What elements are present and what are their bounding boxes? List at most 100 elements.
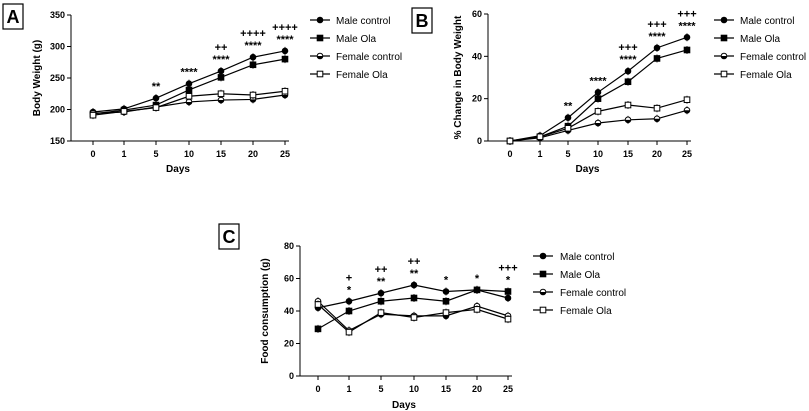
y-tick-label: 60 bbox=[472, 9, 482, 19]
data-point bbox=[624, 78, 632, 86]
data-point bbox=[653, 44, 661, 52]
y-tick-label: 60 bbox=[284, 274, 294, 284]
x-tick-label: 15 bbox=[441, 384, 451, 394]
y-tick-label: 200 bbox=[50, 105, 65, 115]
data-point bbox=[345, 307, 353, 315]
data-point-fill bbox=[186, 101, 192, 105]
x-tick-label: 10 bbox=[593, 149, 603, 159]
y-tick-label: 0 bbox=[477, 136, 482, 146]
x-tick-label: 10 bbox=[184, 149, 194, 159]
y-axis-title: % Change in Body Weight bbox=[453, 15, 464, 139]
legend-entry: Female Ola bbox=[533, 306, 612, 317]
data-point-fill bbox=[250, 99, 256, 103]
legend-marker bbox=[539, 252, 547, 260]
legend-entry: Male control bbox=[310, 16, 390, 27]
data-point bbox=[345, 328, 353, 336]
data-point bbox=[410, 281, 418, 289]
x-tick-label: 0 bbox=[507, 149, 512, 159]
legend-marker bbox=[316, 52, 324, 60]
y-axis-title: Food consumption (g) bbox=[260, 258, 271, 364]
data-point bbox=[594, 119, 602, 127]
data-point bbox=[594, 89, 602, 96]
x-tick-label: 20 bbox=[248, 149, 258, 159]
significance-annotation: ** bbox=[410, 268, 419, 280]
x-tick-label: 1 bbox=[121, 149, 126, 159]
legend-entry: Female control bbox=[533, 288, 626, 299]
panel-label-box: B bbox=[411, 7, 433, 34]
legend-entry: Female control bbox=[714, 52, 806, 63]
legend-marker bbox=[316, 70, 324, 78]
significance-annotation: ** bbox=[564, 101, 573, 113]
data-point bbox=[442, 297, 450, 305]
legend-entry: Female Ola bbox=[310, 70, 388, 81]
significance-annotation: **** bbox=[619, 54, 637, 66]
x-tick-label: 15 bbox=[623, 149, 633, 159]
data-point-fill bbox=[282, 95, 288, 98]
significance-annotation: **** bbox=[678, 20, 696, 32]
legend-marker bbox=[720, 52, 728, 60]
significance-annotation: ++++ bbox=[240, 28, 266, 40]
x-tick-label: 20 bbox=[472, 384, 482, 394]
legend-label: Female Ola bbox=[740, 70, 792, 81]
significance-annotation: ++ bbox=[375, 264, 388, 276]
y-tick-label: 0 bbox=[289, 371, 294, 381]
x-tick-label: 0 bbox=[90, 149, 95, 159]
data-point bbox=[504, 315, 512, 323]
data-point bbox=[217, 90, 225, 98]
data-point bbox=[683, 33, 691, 41]
data-point bbox=[314, 325, 322, 333]
data-point bbox=[504, 294, 512, 302]
significance-annotation: **** bbox=[589, 75, 607, 87]
legend-marker bbox=[316, 34, 324, 42]
data-point-fill bbox=[684, 110, 690, 114]
legend-label: Male Ola bbox=[740, 34, 780, 45]
significance-annotation: **** bbox=[276, 34, 294, 46]
x-tick-label: 25 bbox=[280, 149, 290, 159]
legend-label: Male Ola bbox=[560, 270, 600, 281]
significance-annotation: **** bbox=[244, 40, 262, 52]
data-point bbox=[152, 94, 160, 102]
legend-entry: Male Ola bbox=[714, 34, 780, 45]
significance-annotation: **** bbox=[648, 31, 666, 43]
x-tick-label: 20 bbox=[652, 149, 662, 159]
data-point-fill bbox=[443, 315, 449, 319]
data-point bbox=[314, 301, 322, 308]
data-point bbox=[185, 92, 193, 100]
significance-annotation: ++ bbox=[408, 256, 421, 268]
data-point bbox=[442, 309, 450, 316]
y-tick-label: 350 bbox=[50, 10, 65, 20]
x-tick-label: 15 bbox=[216, 149, 226, 159]
x-tick-label: 1 bbox=[346, 384, 351, 394]
significance-annotation: ** bbox=[377, 276, 386, 288]
x-axis-title: Days bbox=[166, 164, 190, 175]
legend-label: Male control bbox=[560, 252, 614, 263]
legend-label: Female control bbox=[740, 52, 806, 63]
panel-label: C bbox=[223, 227, 236, 247]
data-point bbox=[624, 116, 632, 124]
legend-marker-fill bbox=[721, 56, 727, 59]
legend-label: Female control bbox=[560, 288, 626, 299]
data-point-fill bbox=[218, 100, 224, 103]
legend-entry: Male Ola bbox=[310, 34, 376, 45]
panel-label-frame bbox=[411, 7, 433, 34]
legend-label: Female control bbox=[336, 52, 402, 63]
data-point bbox=[683, 107, 691, 114]
legend-entry: Male Ola bbox=[533, 270, 600, 281]
series-female-ola bbox=[506, 95, 691, 145]
panel-label-box: A bbox=[2, 3, 24, 30]
data-point bbox=[624, 101, 632, 109]
panel-label-frame bbox=[2, 3, 24, 30]
y-tick-label: 250 bbox=[50, 73, 65, 83]
data-point bbox=[249, 91, 257, 99]
data-point bbox=[185, 86, 193, 94]
data-point bbox=[377, 289, 385, 297]
series-male-ola bbox=[314, 285, 512, 333]
significance-annotation: +++ bbox=[677, 8, 696, 20]
data-point bbox=[564, 125, 572, 132]
legend-label: Female Ola bbox=[560, 306, 612, 317]
data-point bbox=[377, 309, 385, 316]
x-tick-label: 25 bbox=[682, 149, 692, 159]
